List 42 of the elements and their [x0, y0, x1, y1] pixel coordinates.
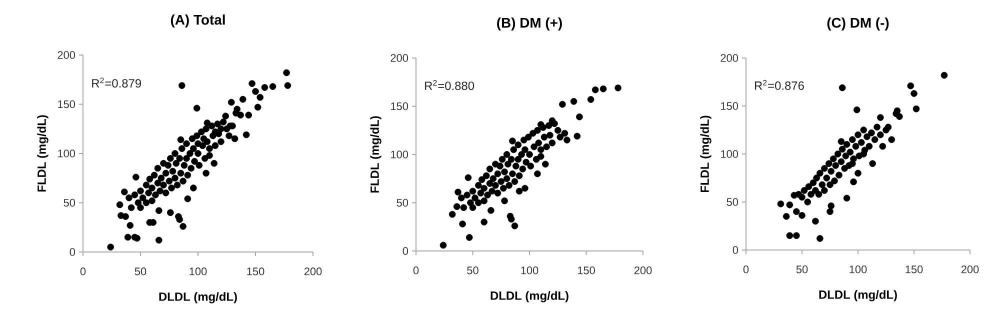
- x-axis-title: DLDL (mg/dL): [490, 291, 568, 302]
- y-tick-label: 100: [721, 150, 738, 158]
- y-tick-label: 50: [726, 198, 738, 206]
- y-axis-title: FLDL (mg/dL): [370, 116, 382, 193]
- annotation: R$^{2}$=0.876: [754, 80, 804, 90]
- x-tick-label: 100: [850, 266, 867, 274]
- annotation: R$^{2}$=0.879: [92, 78, 142, 88]
- x-tick-label: 150: [247, 268, 264, 276]
- y-tick-label: 150: [58, 100, 76, 108]
- y-axis-title: FLDL (mg/dL): [37, 115, 48, 192]
- y-tick-label: 0: [402, 247, 408, 255]
- x-tick-label: 50: [467, 266, 478, 274]
- y-tick-label: 100: [391, 150, 408, 158]
- x-tick-label: 150: [578, 266, 595, 274]
- x-tick-label: 100: [190, 268, 207, 276]
- y-tick-label: 200: [58, 51, 76, 59]
- y-tick-label: 0: [70, 248, 76, 256]
- y-tick-label: 200: [390, 54, 408, 62]
- x-tick-label: 50: [796, 266, 808, 274]
- y-tick-label: 150: [391, 102, 408, 110]
- annotation: R$^{2}$=0.880: [425, 80, 474, 90]
- x-tick-label: 50: [134, 268, 146, 276]
- y-tick-label: 50: [396, 198, 408, 207]
- x-axis-title: DLDL (mg/dL): [159, 292, 237, 304]
- y-axis-title: FLDL (mg/dL): [700, 116, 712, 192]
- y-tick-label: 150: [721, 102, 738, 110]
- x-tick-label: 150: [906, 266, 923, 274]
- y-tick-label: 100: [58, 150, 76, 158]
- chart-title: (B) DM (+): [497, 17, 562, 30]
- x-tick-label: 200: [634, 266, 652, 274]
- y-tick-label: 200: [720, 54, 738, 62]
- x-tick-label: 0: [743, 266, 749, 274]
- x-tick-label: 200: [304, 268, 322, 276]
- chart-title: (C) DM (-): [827, 17, 889, 30]
- x-tick-label: 200: [961, 266, 979, 274]
- x-tick-label: 100: [521, 266, 538, 274]
- y-tick-label: 50: [64, 198, 76, 207]
- x-axis-title: DLDL (mg/dL): [819, 290, 897, 302]
- chart-title: (A) Total: [170, 14, 225, 28]
- x-tick-label: 0: [80, 268, 86, 276]
- x-tick-label: 0: [413, 266, 419, 274]
- y-tick-label: 0: [732, 246, 738, 254]
